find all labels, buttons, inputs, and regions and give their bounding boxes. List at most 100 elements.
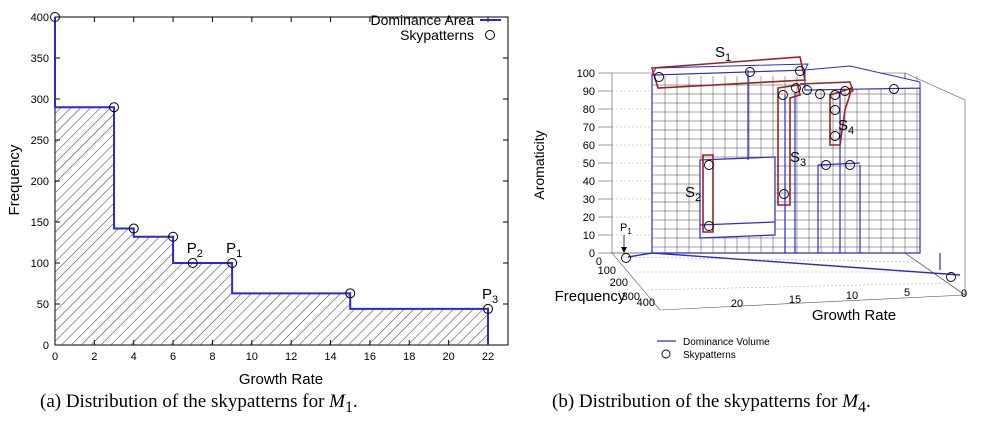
z-axis-label: Aromaticity — [531, 130, 547, 199]
z-tick-label: 30 — [583, 194, 595, 206]
growth-rate-tick-label: 15 — [789, 294, 801, 306]
legend: Dominance Area Skypatterns — [370, 12, 501, 43]
z-tick-label: 10 — [583, 230, 595, 242]
annotation-p3: P3 — [482, 286, 498, 306]
frequency-tick-label: 100 — [598, 265, 616, 277]
annotation-p1: P1 — [620, 222, 632, 253]
legend-b: Dominance Volume Skypatterns — [657, 337, 770, 361]
legend-dominance-area-label: Dominance Area — [370, 12, 474, 28]
z-tick-label: 80 — [583, 104, 595, 116]
z-axis-ticks: 0 10 20 30 40 50 60 70 80 90 100 — [577, 68, 612, 260]
skypattern-point — [168, 231, 179, 242]
caption-b: (b) Distribution of the skypatterns for … — [552, 391, 871, 416]
skypattern-point — [227, 258, 238, 268]
z-tick-label: 0 — [589, 248, 595, 260]
x-tick-label: 8 — [209, 351, 215, 363]
skypattern-marker — [704, 160, 714, 170]
frequency-tick-label: 400 — [637, 297, 655, 309]
y-tick-label: 300 — [31, 94, 49, 106]
group-s3 — [777, 84, 801, 206]
growth-rate-tick-label: 10 — [846, 290, 858, 302]
skypattern-marker — [830, 90, 840, 100]
skypattern-marker — [704, 221, 714, 231]
legend-skypatterns-label: Skypatterns — [683, 350, 736, 361]
x-tick-label: 6 — [170, 351, 176, 363]
legend-marker-swatch — [485, 30, 495, 40]
z-tick-label: 90 — [583, 86, 595, 98]
frequency-tick-label: 200 — [610, 277, 628, 289]
z-tick-label: 20 — [583, 212, 595, 224]
group-s2 — [702, 154, 714, 233]
frequency-tick-label: 0 — [596, 256, 602, 268]
z-tick-label: 70 — [583, 122, 595, 134]
skypattern-marker — [815, 89, 825, 99]
legend-marker-swatch — [661, 349, 671, 359]
skypattern-marker — [946, 272, 956, 282]
y-tick-label: 250 — [31, 135, 49, 147]
frequency-axis-label: Frequency — [555, 288, 626, 305]
skypattern-point — [345, 288, 356, 299]
skypatterns-markers — [621, 66, 956, 282]
group-s1 — [650, 56, 806, 89]
x-tick-label: 16 — [364, 351, 376, 363]
x-tick-label: 14 — [324, 351, 336, 363]
z-tick-label: 100 — [577, 68, 595, 80]
skypattern-point — [128, 223, 139, 234]
skypattern-point — [483, 303, 493, 314]
growth-rate-axis-label: Growth Rate — [812, 307, 896, 324]
y-axis-label: Frequency — [6, 144, 23, 215]
skypattern-marker — [778, 90, 788, 100]
skypattern-marker — [779, 189, 789, 199]
growth-rate-tick-label: 5 — [904, 287, 910, 299]
y-tick-label: 350 — [31, 53, 49, 65]
y-tick-label: 50 — [37, 299, 49, 311]
x-tick-label: 2 — [91, 351, 97, 363]
y-tick-label: 400 — [31, 12, 49, 24]
y-tick-label: 150 — [31, 217, 49, 229]
skypattern-marker — [621, 253, 631, 263]
growth-rate-tick-label: 20 — [731, 298, 743, 310]
y-tick-label: 100 — [31, 258, 49, 270]
skypattern-marker — [654, 72, 664, 82]
x-tick-label: 12 — [285, 351, 297, 363]
dominance-area-line — [54, 17, 489, 345]
x-tick-label: 18 — [403, 351, 415, 363]
growth-rate-axis-ticks: 20 15 10 5 0 — [731, 287, 967, 310]
z-tick-label: 40 — [583, 176, 595, 188]
x-tick-label: 10 — [246, 351, 258, 363]
chart-a: 0 2 4 6 8 10 12 14 16 18 20 22 0 50 100 150 200 250 300 350… — [6, 12, 509, 388]
label-s1: S1 — [715, 44, 731, 64]
skypattern-point — [109, 102, 120, 113]
dominance-area-fill — [55, 107, 488, 345]
annotation-p2: P2 — [187, 240, 203, 260]
x-tick-label: 0 — [52, 351, 58, 363]
skypattern-marker — [845, 160, 855, 170]
x-tick-label: 20 — [443, 351, 455, 363]
growth-rate-tick-label: 0 — [961, 288, 967, 300]
x-tick-label: 22 — [482, 351, 494, 363]
y-tick-label: 200 — [31, 176, 49, 188]
caption-a: (a) Distribution of the skypatterns for … — [40, 391, 358, 416]
legend-dominance-volume-label: Dominance Volume — [683, 337, 770, 348]
skypattern-marker — [889, 84, 899, 94]
skypattern-marker — [802, 85, 812, 95]
skypattern-marker — [830, 105, 840, 115]
y-tick-label: 0 — [43, 340, 49, 352]
skypattern-marker — [830, 131, 840, 141]
annotation-p1: P1 — [226, 240, 242, 260]
skypattern-marker — [795, 66, 805, 76]
frequency-tick-label: 300 — [622, 291, 640, 303]
skypattern-marker — [840, 86, 850, 96]
x-axis-label: Growth Rate — [239, 371, 323, 388]
svg-text:P1: P1 — [620, 222, 632, 236]
skypattern-groups — [650, 56, 854, 233]
legend-skypatterns-label: Skypatterns — [400, 27, 474, 43]
skypattern-marker — [745, 67, 755, 77]
z-tick-label: 60 — [583, 140, 595, 152]
skypattern-point — [187, 258, 198, 268]
dominance-volume — [627, 63, 961, 276]
skypattern-marker — [791, 83, 801, 93]
group-s4 — [829, 86, 854, 146]
z-tick-label: 50 — [583, 158, 595, 170]
